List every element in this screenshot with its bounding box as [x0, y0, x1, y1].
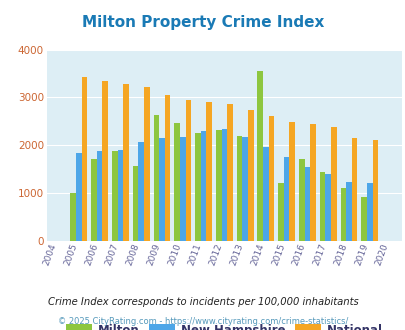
Bar [324, 174, 330, 241]
Bar [174, 123, 179, 241]
Bar [268, 116, 274, 241]
Text: © 2025 CityRating.com - https://www.cityrating.com/crime-statistics/: © 2025 CityRating.com - https://www.city… [58, 317, 347, 326]
Bar [76, 153, 81, 241]
Bar [372, 141, 377, 241]
Bar [304, 167, 309, 241]
Bar [91, 159, 97, 241]
Bar [330, 127, 336, 241]
Bar [97, 151, 102, 241]
Bar [117, 149, 123, 241]
Bar [277, 182, 283, 241]
Bar [257, 71, 262, 241]
Bar [179, 137, 185, 241]
Bar [138, 142, 144, 241]
Bar [345, 182, 351, 241]
Bar [289, 122, 294, 241]
Bar [351, 138, 356, 241]
Bar [159, 138, 164, 241]
Bar [132, 166, 138, 241]
Bar [102, 81, 108, 241]
Bar [242, 137, 247, 241]
Bar [319, 172, 324, 241]
Bar [112, 151, 117, 241]
Bar [298, 159, 304, 241]
Bar [70, 193, 76, 241]
Bar [123, 84, 128, 241]
Bar [236, 136, 242, 241]
Bar [215, 130, 221, 241]
Bar [81, 77, 87, 241]
Text: Milton Property Crime Index: Milton Property Crime Index [82, 15, 323, 30]
Bar [309, 124, 315, 241]
Bar [195, 133, 200, 241]
Bar [283, 157, 289, 241]
Legend: Milton, New Hampshire, National: Milton, New Hampshire, National [61, 319, 386, 330]
Bar [153, 115, 159, 241]
Bar [221, 129, 226, 241]
Bar [206, 102, 211, 241]
Bar [360, 197, 366, 241]
Bar [262, 147, 268, 241]
Bar [164, 95, 170, 241]
Bar [144, 87, 149, 241]
Bar [200, 131, 206, 241]
Bar [226, 104, 232, 241]
Bar [340, 188, 345, 241]
Bar [247, 110, 253, 241]
Bar [185, 100, 191, 241]
Bar [366, 183, 372, 241]
Text: Crime Index corresponds to incidents per 100,000 inhabitants: Crime Index corresponds to incidents per… [47, 297, 358, 307]
